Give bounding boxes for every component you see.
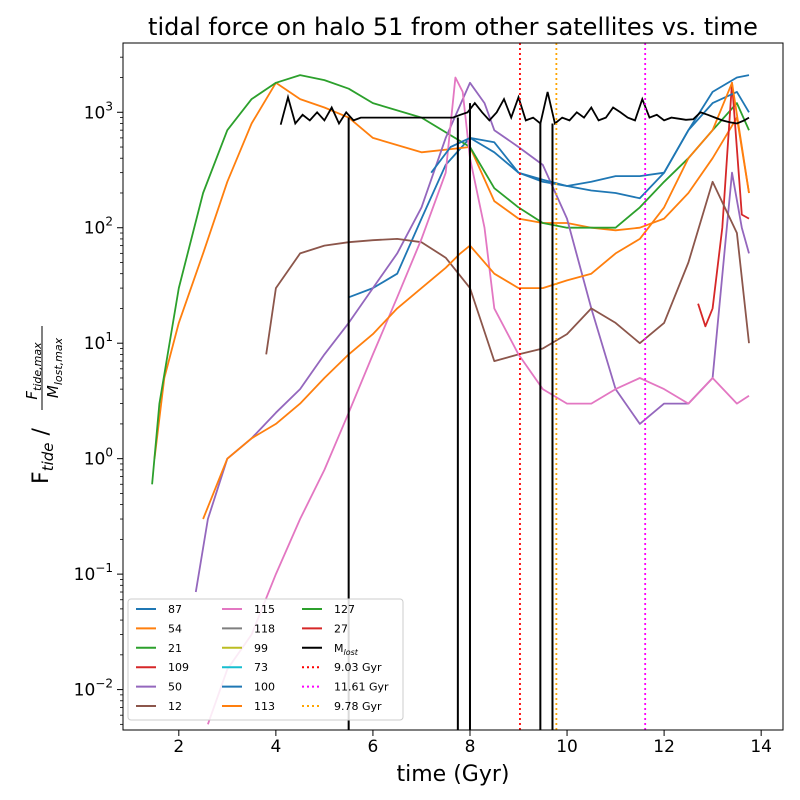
legend-label: 113 — [254, 700, 275, 713]
legend-label: 115 — [254, 603, 275, 616]
legend-box — [127, 598, 404, 721]
series-line-12 — [265, 180, 750, 363]
series-line-109 — [697, 81, 750, 328]
x-tick-label: 12 — [653, 737, 675, 757]
legend-label: 54 — [168, 622, 182, 635]
svg-text:Mlost,max: Mlost,max — [44, 337, 65, 398]
series-line-m-lost — [279, 91, 750, 126]
x-tick-label: 8 — [465, 737, 476, 757]
legend-label: 27 — [334, 622, 348, 635]
legend-label: 12 — [168, 700, 182, 713]
chart-title: tidal force on halo 51 from other satell… — [148, 13, 758, 41]
legend-label: 9.78 Gyr — [334, 700, 382, 713]
svg-text:Ftide,max: Ftide,max — [23, 342, 44, 400]
x-tick-label: 2 — [173, 737, 184, 757]
legend: 87 54 21 109 50 12 115 118 99 73 100 113 127 27 Mlost 9… — [127, 598, 404, 721]
legend-label: Mlost — [334, 642, 359, 657]
plot-frame — [122, 42, 784, 731]
legend-label: 109 — [168, 661, 189, 674]
legend-label: 50 — [168, 681, 182, 694]
legend-label: 9.03 Gyr — [334, 661, 382, 674]
legend-label: 21 — [168, 642, 182, 655]
legend-label: 127 — [334, 603, 355, 616]
series-line-50 — [194, 81, 750, 593]
y-tick-label: 10−1 — [74, 561, 113, 585]
legend-label: 87 — [168, 603, 182, 616]
legend-label: 11.61 Gyr — [334, 681, 389, 694]
x-tick-label: 6 — [368, 737, 379, 757]
legend-label: 99 — [254, 642, 268, 655]
x-axis-label: time (Gyr) — [397, 762, 510, 787]
x-tick-label: 10 — [556, 737, 578, 757]
legend-label: 100 — [254, 681, 275, 694]
series-line-87 — [348, 74, 750, 299]
x-tick-label: 14 — [750, 737, 772, 757]
x-tick-label: 4 — [270, 737, 281, 757]
series-line-100 — [430, 91, 750, 187]
svg-text:Ftide /: Ftide / — [29, 427, 57, 483]
legend-label: 73 — [254, 661, 268, 674]
legend-label: 118 — [254, 622, 275, 635]
